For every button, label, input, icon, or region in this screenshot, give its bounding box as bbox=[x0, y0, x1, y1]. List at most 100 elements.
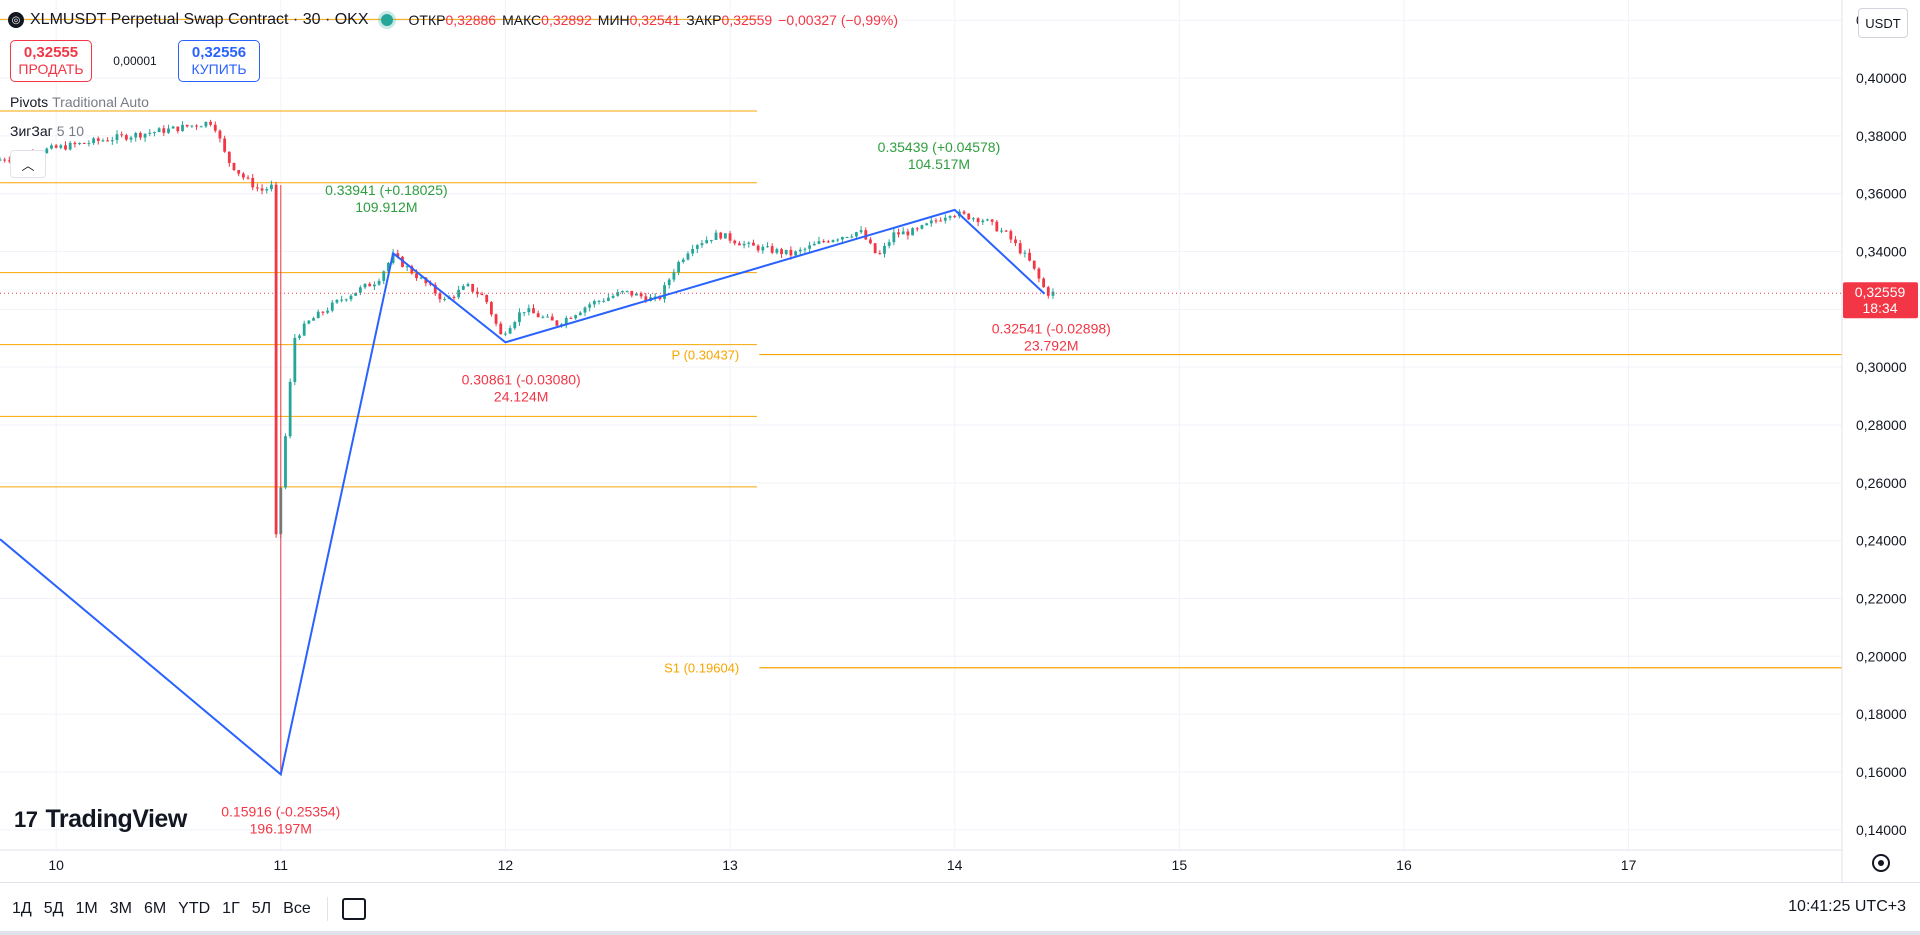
candle-body bbox=[597, 300, 601, 302]
y-tick-label: 0,40000 bbox=[1856, 70, 1907, 86]
candle-body bbox=[50, 145, 53, 149]
clock-timezone[interactable]: 10:41:25 UTC+3 bbox=[1788, 898, 1906, 915]
candle-body bbox=[653, 296, 657, 298]
candle-body bbox=[485, 295, 489, 303]
candle-body bbox=[227, 151, 231, 163]
buy-button[interactable]: 0,32556 КУПИТЬ bbox=[178, 40, 260, 82]
y-tick-label: 0,38000 bbox=[1856, 128, 1907, 144]
y-tick-label: 0,18000 bbox=[1856, 706, 1907, 722]
range-3m[interactable]: 3М bbox=[109, 900, 132, 917]
candle-body bbox=[850, 236, 854, 238]
candle-body bbox=[59, 145, 63, 148]
settings-gear-icon[interactable] bbox=[1872, 854, 1890, 872]
candle-body bbox=[883, 245, 886, 254]
tradingview-logo[interactable]: 17 TradingView bbox=[14, 805, 187, 834]
price-chart[interactable]: P (0.30437) S1 (0.19604) 0.15916 (-0.2535… bbox=[0, 0, 1920, 882]
pivots-name: Pivots bbox=[10, 94, 49, 110]
x-tick-label: 13 bbox=[722, 857, 738, 873]
candle-body bbox=[335, 299, 339, 303]
candle-body bbox=[3, 159, 7, 161]
candle-body bbox=[326, 310, 329, 313]
candle-body bbox=[663, 285, 666, 300]
range-1y[interactable]: 1Г bbox=[222, 900, 240, 917]
brand-name: TradingView bbox=[45, 805, 187, 833]
y-tick-label: 0,24000 bbox=[1856, 533, 1907, 549]
candle-body bbox=[752, 242, 755, 246]
zigzag-price-label: 0.35439 (+0.04578) bbox=[878, 139, 1001, 155]
okx-logo-icon: ◎ bbox=[8, 12, 24, 28]
candle-body bbox=[747, 242, 751, 244]
candle-body bbox=[321, 311, 325, 313]
candlestick-series bbox=[0, 119, 1055, 775]
candle-body bbox=[1037, 268, 1041, 279]
y-tick-label: 0,28000 bbox=[1856, 417, 1907, 433]
candle-body bbox=[377, 280, 381, 285]
range-1d[interactable]: 1Д bbox=[12, 900, 32, 917]
candle-body bbox=[167, 128, 170, 133]
candle-body bbox=[723, 233, 727, 239]
candle-body bbox=[761, 246, 765, 251]
candle-body bbox=[153, 132, 156, 134]
market-open-dot-icon[interactable] bbox=[380, 14, 393, 26]
candle-body bbox=[499, 323, 503, 335]
range-ytd[interactable]: YTD bbox=[178, 900, 211, 917]
y-tick-label: 0,34000 bbox=[1856, 244, 1907, 260]
range-1m[interactable]: 1М bbox=[75, 900, 98, 917]
candle-body bbox=[869, 239, 872, 244]
candle-body bbox=[110, 140, 114, 142]
candle-body bbox=[681, 259, 685, 262]
indicator-pivots[interactable]: Pivots Traditional Auto bbox=[10, 94, 149, 110]
candle-body bbox=[532, 308, 535, 314]
candle-body bbox=[284, 436, 287, 488]
candle-body bbox=[714, 232, 718, 240]
candle-body bbox=[845, 237, 849, 239]
candle-body bbox=[780, 249, 783, 255]
candle-body bbox=[976, 218, 980, 223]
candle-body bbox=[775, 249, 779, 253]
x-tick-label: 15 bbox=[1172, 857, 1188, 873]
candle-body bbox=[831, 240, 835, 243]
high-value: 0,32892 bbox=[541, 12, 592, 28]
range-6m[interactable]: 6М bbox=[143, 900, 167, 917]
candle-body bbox=[691, 248, 695, 254]
candle-body bbox=[630, 290, 634, 296]
candle-body bbox=[120, 134, 124, 136]
range-all[interactable]: Все bbox=[283, 900, 311, 917]
candle-body bbox=[471, 284, 475, 292]
candle-body bbox=[489, 302, 493, 315]
candle-body bbox=[452, 296, 456, 298]
bar-countdown-label: 18:34 bbox=[1862, 300, 1897, 316]
indicator-zigzag[interactable]: ЗигЗаг 5 10 bbox=[10, 123, 84, 139]
x-tick-label: 12 bbox=[498, 857, 514, 873]
candle-body bbox=[738, 243, 741, 246]
candle-body bbox=[812, 243, 816, 246]
range-5y[interactable]: 5Л bbox=[251, 900, 272, 917]
candle-body bbox=[185, 124, 189, 127]
candle-body bbox=[330, 302, 334, 311]
y-tick-label: 0,14000 bbox=[1856, 822, 1907, 838]
candle-body bbox=[1042, 278, 1046, 288]
zigzag-volume-label: 24.124M bbox=[494, 388, 548, 404]
zigzag-labels: 0.15916 (-0.25354)196.197M 0.33941 (+0.18… bbox=[221, 139, 1111, 836]
sell-button[interactable]: 0,32555 ПРОДАТЬ bbox=[10, 40, 92, 82]
low-label: МИН bbox=[597, 12, 630, 28]
candle-body bbox=[578, 312, 582, 316]
candle-body bbox=[64, 145, 67, 150]
currency-selector[interactable]: USDT bbox=[1858, 8, 1908, 38]
y-tick-label: 0,36000 bbox=[1856, 186, 1907, 202]
symbol-title[interactable]: XLMUSDT Perpetual Swap Contract · 30 · O… bbox=[30, 11, 369, 28]
calendar-goto-icon[interactable] bbox=[341, 898, 366, 920]
pivots-params: Traditional Auto bbox=[52, 94, 149, 110]
candle-body bbox=[864, 230, 868, 240]
collapse-indicators-button[interactable]: ︿ bbox=[10, 150, 46, 178]
candle-body bbox=[803, 248, 807, 250]
candle-body bbox=[368, 283, 372, 287]
candle-body bbox=[237, 170, 241, 174]
candle-body bbox=[1000, 230, 1003, 232]
range-5d[interactable]: 5Д bbox=[43, 900, 64, 917]
candle-body bbox=[260, 188, 264, 191]
y-tick-label: 0,16000 bbox=[1856, 764, 1907, 780]
candle-body bbox=[546, 316, 549, 318]
candle-body bbox=[986, 219, 989, 221]
sell-price: 0,32555 bbox=[23, 44, 79, 61]
